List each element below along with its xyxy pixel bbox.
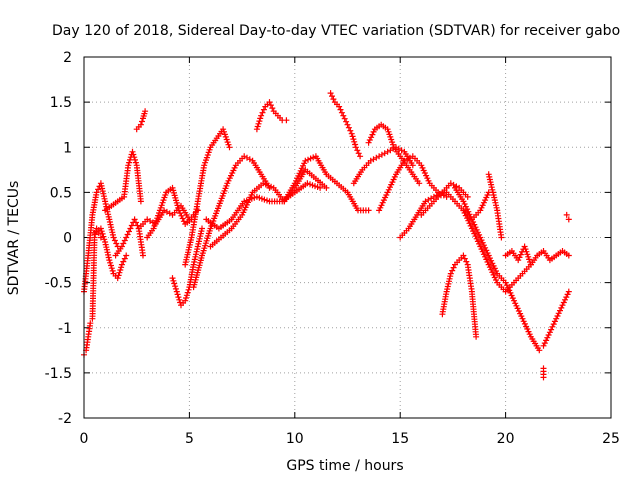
series-arc-y <box>485 171 505 241</box>
series-arc-ac <box>563 211 572 223</box>
point-markers <box>540 288 572 349</box>
point-markers <box>365 121 423 187</box>
point-markers <box>190 153 273 291</box>
point-markers <box>563 211 572 223</box>
chart-title: Day 120 of 2018, Sidereal Day-to-day VTE… <box>52 23 620 39</box>
series-arc-h <box>144 184 195 241</box>
series-arc-n <box>253 99 290 133</box>
x-tick-label: 5 <box>185 431 194 447</box>
point-markers <box>169 225 205 309</box>
point-markers <box>133 108 149 133</box>
series-arc-s <box>376 153 450 214</box>
series-arc-j <box>182 126 233 268</box>
point-markers <box>182 126 233 268</box>
point-markers <box>327 90 364 160</box>
series-arc-v <box>439 252 480 340</box>
y-tick-label: 1 <box>63 140 72 156</box>
series-arc-x <box>460 207 534 295</box>
series-arc-aa <box>540 288 572 349</box>
point-markers <box>253 99 290 133</box>
series-arc-w <box>452 184 543 354</box>
grid-lines <box>84 57 611 418</box>
point-markers <box>460 207 534 295</box>
y-axis-label: SDTVAR / TECUs <box>6 181 22 296</box>
point-markers <box>102 148 144 214</box>
series-arc-i <box>169 225 205 309</box>
point-markers <box>376 153 450 214</box>
point-markers <box>281 153 372 214</box>
series-arc-ab <box>540 365 547 381</box>
y-tick-label: -2 <box>58 411 72 427</box>
point-markers <box>452 184 543 354</box>
point-markers <box>418 189 492 223</box>
data-points <box>81 90 572 381</box>
series-arc-o <box>281 153 372 214</box>
x-tick-label: 15 <box>391 431 409 447</box>
x-tick-label: 25 <box>602 431 620 447</box>
point-markers <box>112 216 146 259</box>
plot-frame <box>83 56 612 419</box>
point-markers <box>485 171 505 241</box>
series-arc-d <box>102 148 144 214</box>
series-arc-z <box>502 243 572 268</box>
y-tick-label: -0.5 <box>45 276 72 292</box>
series-arc-c <box>91 225 130 282</box>
series-arc-e <box>112 216 146 259</box>
axis-ticks <box>83 56 612 419</box>
point-markers <box>397 180 471 241</box>
y-tick-label: -1.5 <box>45 366 72 382</box>
x-tick-label: 10 <box>286 431 304 447</box>
point-markers <box>502 243 572 268</box>
y-tick-label: 1.5 <box>50 95 72 111</box>
series-arc-r <box>365 121 423 187</box>
series-arc-u <box>418 189 492 223</box>
y-tick-labels: -2 -1.5 -1 -0.5 0 0.5 1 1.5 2 <box>45 50 72 427</box>
point-markers <box>144 184 195 241</box>
point-markers <box>439 252 480 340</box>
x-tick-label: 20 <box>497 431 515 447</box>
x-tick-label: 0 <box>80 431 89 447</box>
x-axis-label: GPS time / hours <box>286 458 403 474</box>
y-tick-label: 0 <box>63 231 72 247</box>
point-markers <box>91 225 130 282</box>
y-tick-label: 0.5 <box>50 185 72 201</box>
x-tick-labels: 0 5 10 15 20 25 <box>80 431 620 447</box>
series-arc-p <box>327 90 364 160</box>
y-tick-label: -1 <box>58 321 72 337</box>
y-tick-label: 2 <box>63 50 72 66</box>
point-markers <box>540 365 547 381</box>
series-arc-k <box>190 153 273 291</box>
series-arc-t <box>397 180 471 241</box>
series-arc-f <box>133 108 149 133</box>
